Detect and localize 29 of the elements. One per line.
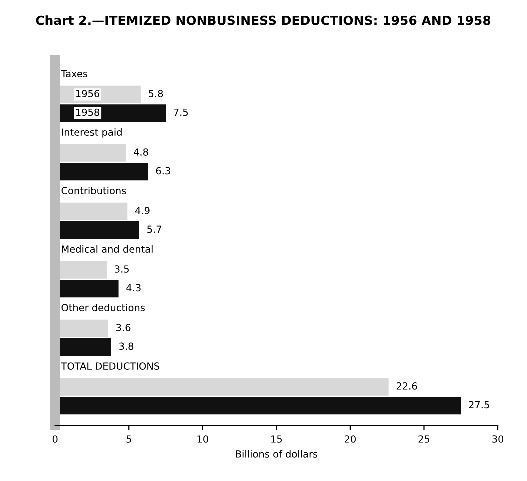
- data-label: 7.5: [174, 108, 188, 116]
- y-tick-label: Interest paid: [62, 128, 122, 138]
- series-label: 1958: [76, 108, 100, 116]
- x-tick-label: 25: [418, 436, 430, 443]
- y-tick-label: Medical and dental: [62, 245, 153, 254]
- x-tick-label: 10: [198, 436, 208, 443]
- data-label: 22.6: [396, 382, 418, 390]
- series-label: 1956: [76, 90, 100, 98]
- y-tick-label: Other deductions: [62, 304, 145, 312]
- data-label: 3.8: [120, 342, 134, 350]
- data-label: 4.8: [134, 148, 148, 156]
- data-label: 4.9: [135, 207, 150, 214]
- data-label: 3.5: [115, 266, 129, 273]
- x-axis-title: Billions of dollars: [236, 450, 318, 458]
- data-label: 5.7: [148, 226, 162, 234]
- data-label: 4.3: [126, 284, 141, 292]
- y-tick-label: Taxes: [61, 70, 88, 78]
- data-label: 5.8: [149, 90, 164, 98]
- y-tick-label: Contributions: [62, 186, 126, 195]
- data-label: 6.3: [156, 167, 170, 175]
- x-tick-label: 20: [344, 436, 356, 443]
- chart-title: Chart 2.—ITEMIZED NONBUSINESS DEDUCTIONS: 1956 AND 1958: [36, 16, 491, 26]
- x-tick-label: 5: [126, 436, 132, 443]
- data-label: 27.5: [469, 401, 490, 409]
- data-label: 3.6: [116, 324, 131, 332]
- y-tick-label: TOTAL DEDUCTIONS: [61, 362, 160, 370]
- x-tick-label: 0: [52, 436, 58, 443]
- x-tick-label: 15: [272, 436, 282, 443]
- x-tick-label: 30: [492, 436, 504, 443]
